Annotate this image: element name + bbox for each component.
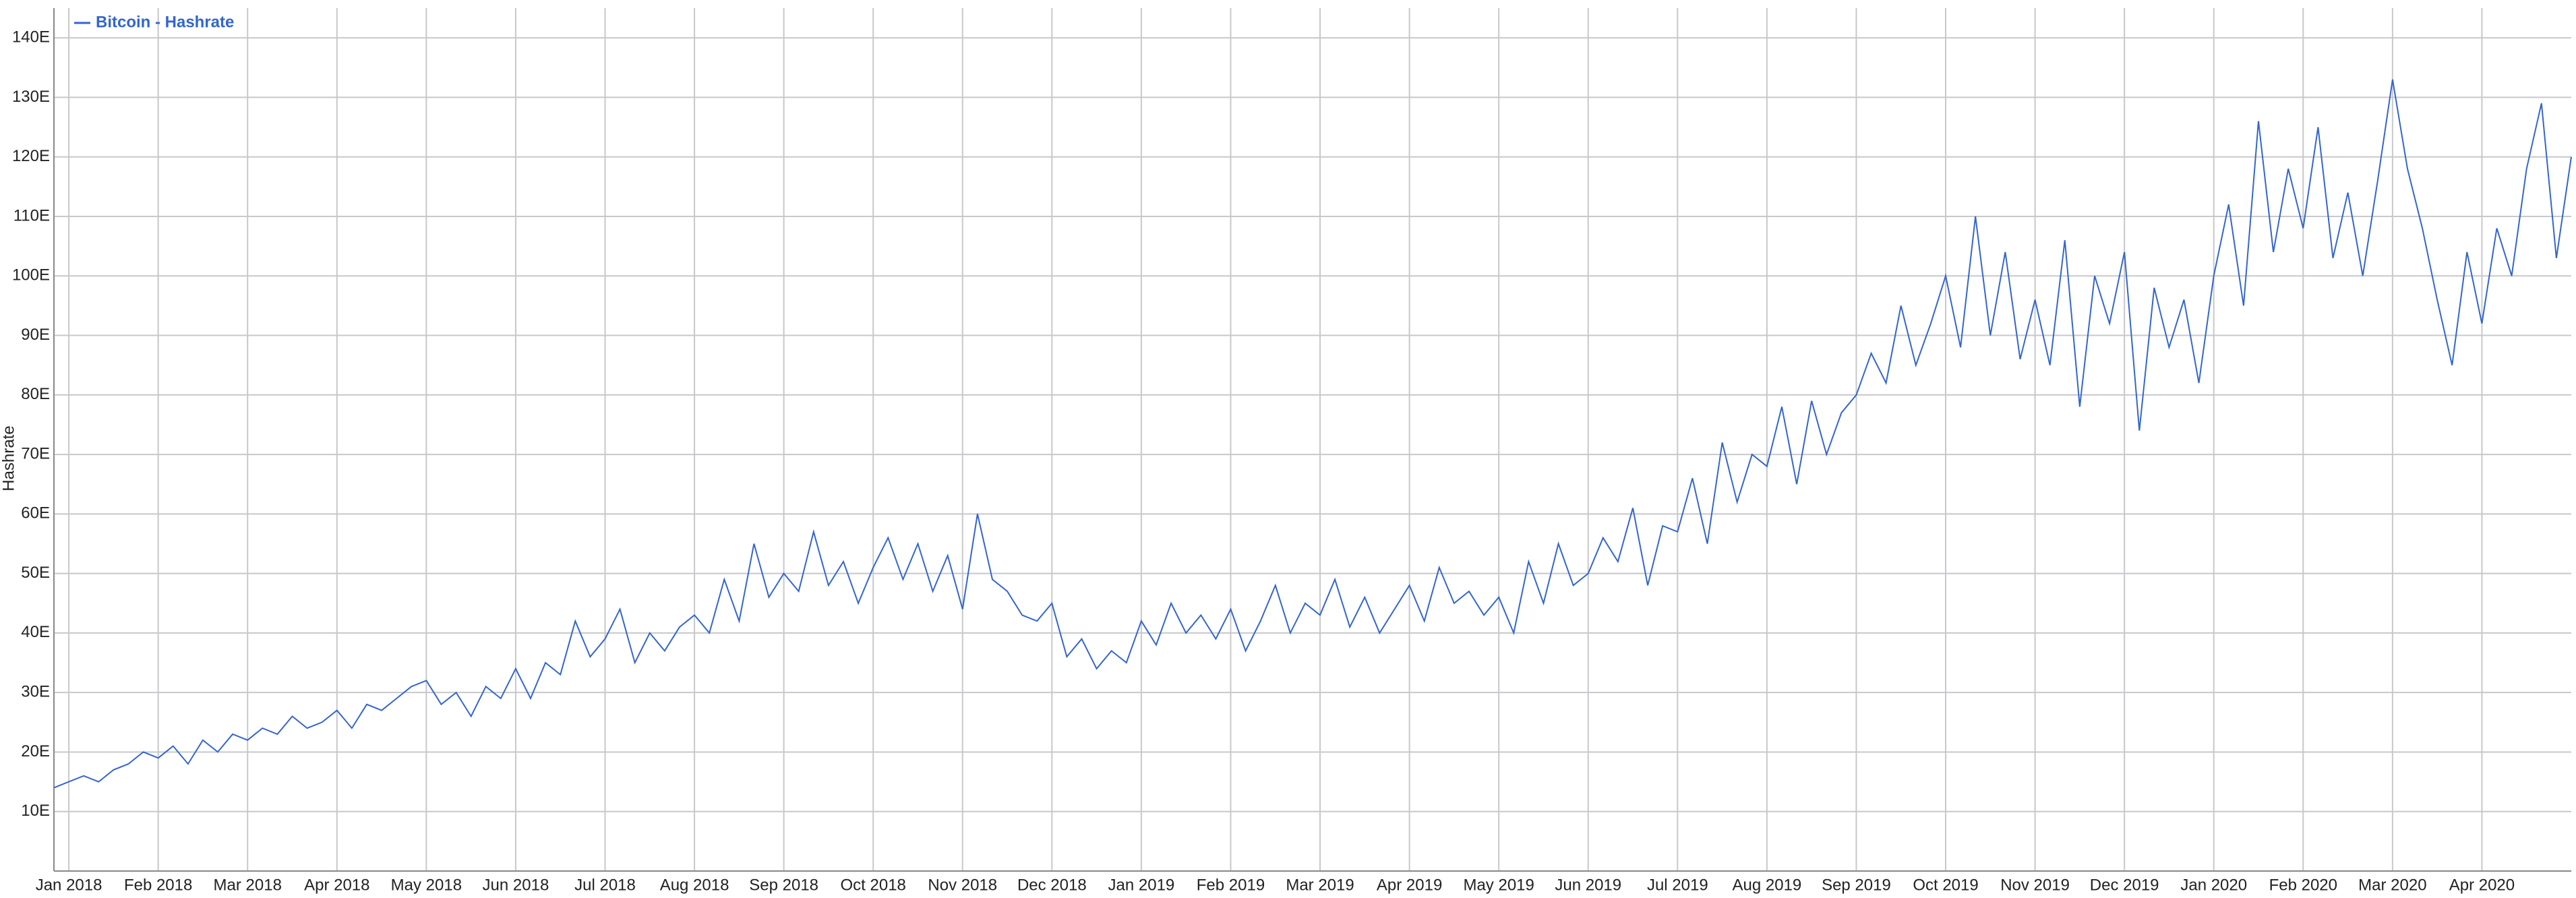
x-tick-label: Oct 2018 xyxy=(841,876,906,894)
x-tick-label: Feb 2020 xyxy=(2269,876,2337,894)
x-tick-label: Dec 2019 xyxy=(2090,876,2159,894)
x-tick-label: Jul 2019 xyxy=(1647,876,1708,894)
y-tick-label: 110E xyxy=(13,206,50,224)
x-tick-label: May 2018 xyxy=(391,876,462,894)
x-tick-label: Mar 2018 xyxy=(214,876,282,894)
legend-label: Bitcoin - Hashrate xyxy=(96,13,234,31)
y-axis-label: Hashrate xyxy=(0,425,18,491)
y-tick-label: 60E xyxy=(21,504,50,522)
x-tick-label: Sep 2018 xyxy=(749,876,818,894)
x-tick-label: Apr 2019 xyxy=(1377,876,1442,894)
x-tick-label: Jul 2018 xyxy=(574,876,636,894)
y-tick-label: 20E xyxy=(21,742,50,760)
y-tick-label: 130E xyxy=(12,88,50,106)
x-tick-label: Apr 2020 xyxy=(2449,876,2515,894)
x-tick-label: Apr 2018 xyxy=(304,876,369,894)
x-tick-label: Aug 2018 xyxy=(660,876,729,894)
x-tick-label: Mar 2019 xyxy=(1286,876,1354,894)
y-tick-label: 80E xyxy=(21,385,50,403)
x-tick-label: Nov 2019 xyxy=(2000,876,2070,894)
x-tick-label: Feb 2018 xyxy=(124,876,192,894)
series-line xyxy=(53,79,2572,789)
y-tick-label: 120E xyxy=(12,147,50,165)
x-tick-label: Jan 2018 xyxy=(36,876,102,894)
y-tick-label: 40E xyxy=(21,623,50,641)
y-tick-label: 10E xyxy=(21,802,50,820)
x-tick-label: Jun 2019 xyxy=(1555,876,1621,894)
y-tick-label: 140E xyxy=(12,28,50,46)
x-tick-label: Feb 2019 xyxy=(1197,876,1265,894)
x-tick-label: Nov 2018 xyxy=(928,876,997,894)
x-tick-label: May 2019 xyxy=(1463,876,1534,894)
y-tick-label: 70E xyxy=(21,444,50,462)
x-tick-label: Oct 2019 xyxy=(1913,876,1978,894)
x-tick-label: Jun 2018 xyxy=(483,876,549,894)
y-tick-label: 100E xyxy=(12,266,50,285)
y-tick-label: 90E xyxy=(21,326,50,344)
y-tick-label: 50E xyxy=(21,564,50,582)
x-tick-label: Dec 2018 xyxy=(1017,876,1087,894)
x-tick-label: Aug 2019 xyxy=(1733,876,1802,894)
x-tick-label: Jan 2019 xyxy=(1108,876,1175,894)
y-tick-label: 30E xyxy=(21,683,50,701)
x-tick-label: Jan 2020 xyxy=(2180,876,2247,894)
x-tick-label: Mar 2020 xyxy=(2358,876,2426,894)
x-tick-label: Sep 2019 xyxy=(1822,876,1891,894)
